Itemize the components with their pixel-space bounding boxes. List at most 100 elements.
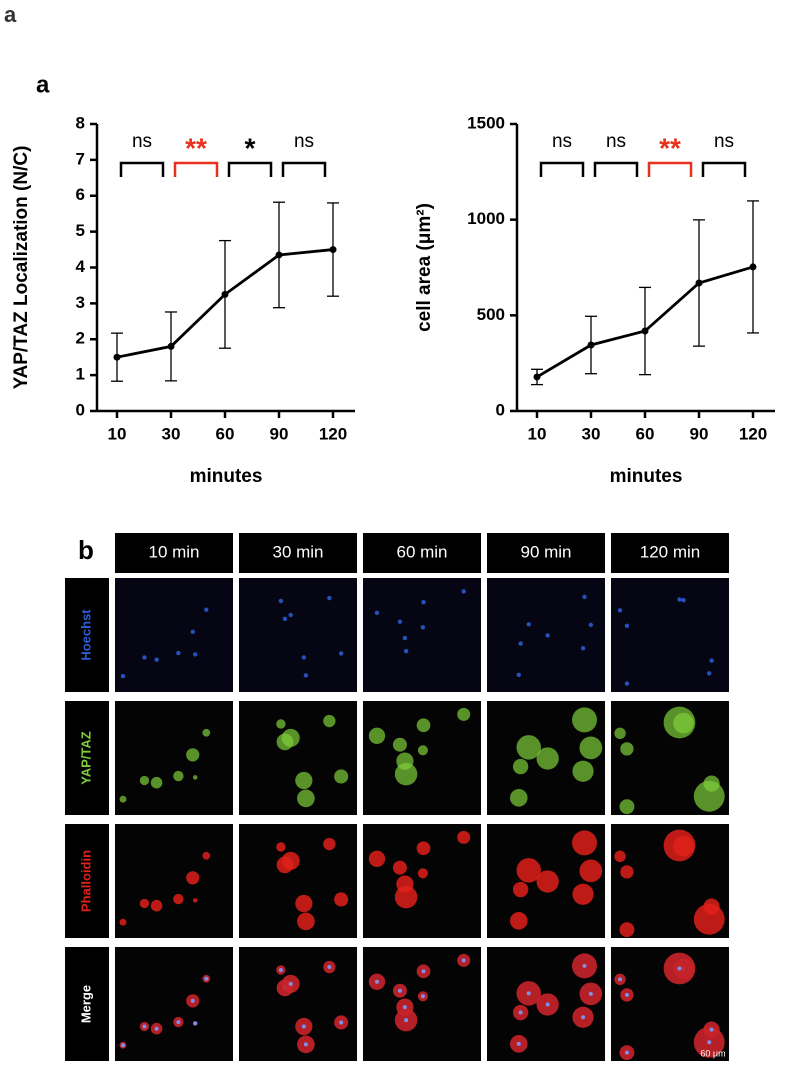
cell	[619, 799, 635, 815]
cell	[295, 771, 313, 790]
nucleus	[518, 1010, 523, 1015]
row-header-label: Hoechst	[78, 609, 93, 661]
cell	[402, 635, 408, 641]
significance-bracket	[701, 161, 747, 177]
cell	[403, 648, 409, 654]
row-header-label: Phalloidin	[78, 850, 93, 912]
y-tick-label: 0	[76, 400, 85, 419]
micrograph	[115, 701, 233, 815]
cell	[421, 600, 426, 605]
nucleus	[624, 992, 629, 997]
x-tick-label: 90	[690, 424, 709, 443]
cell	[416, 718, 431, 733]
y-axis-label: YAP/TAZ Localization (N/C)	[11, 146, 32, 390]
cell	[394, 762, 418, 786]
cell	[509, 789, 528, 807]
row-header	[65, 578, 109, 692]
point	[641, 327, 649, 335]
cell	[142, 655, 147, 660]
point	[113, 353, 121, 361]
y-tick-label: 0	[496, 400, 505, 419]
cell	[582, 594, 587, 600]
point	[695, 279, 703, 287]
y-tick-label: 500	[477, 305, 505, 324]
column-header	[239, 533, 357, 573]
column-header	[115, 533, 233, 573]
y-tick-label: 2	[76, 329, 85, 348]
cell	[281, 728, 300, 747]
micrograph	[115, 824, 233, 938]
nucleus	[193, 1021, 198, 1026]
cell	[572, 760, 594, 782]
nucleus	[420, 994, 425, 999]
x-axis-label: minutes	[610, 466, 683, 487]
x-tick-label: 30	[162, 424, 181, 443]
nucleus	[121, 1043, 126, 1048]
cell	[516, 735, 541, 760]
nucleus	[397, 988, 402, 993]
column-header-label: 90 min	[520, 542, 571, 561]
cell	[327, 595, 332, 601]
x-tick-label: 60	[216, 424, 235, 443]
cell	[334, 769, 349, 784]
nucleus	[190, 998, 195, 1003]
cell	[614, 727, 626, 740]
column-header	[363, 533, 481, 573]
nucleus	[461, 958, 466, 963]
cell	[150, 776, 163, 789]
cell	[663, 829, 696, 862]
column-header-label: 120 min	[640, 542, 700, 561]
cell	[518, 641, 523, 646]
y-tick-label: 1	[76, 365, 85, 384]
cell	[580, 646, 586, 651]
nucleus	[582, 963, 587, 968]
nucleus	[402, 1005, 407, 1010]
significance-label: *	[245, 132, 256, 163]
cell	[154, 657, 159, 662]
cell	[120, 674, 126, 679]
point	[167, 342, 175, 350]
cell	[334, 892, 349, 907]
cell	[176, 650, 181, 656]
cell	[150, 899, 163, 912]
cell	[204, 607, 209, 612]
panel-label: a	[36, 71, 50, 98]
x-axis-label: minutes	[190, 466, 263, 487]
cell	[572, 707, 598, 733]
cell	[397, 619, 403, 624]
significance-bracket	[227, 161, 273, 177]
point	[329, 246, 337, 254]
cell	[703, 775, 720, 792]
point	[587, 341, 595, 349]
significance-label: ns	[714, 131, 734, 152]
significance-bracket	[539, 161, 585, 177]
row-header-label: YAP/TAZ	[78, 731, 93, 785]
x-tick-label: 90	[270, 424, 289, 443]
cell	[703, 898, 720, 915]
column-header-label: 10 min	[148, 542, 199, 561]
nucleus	[624, 1050, 629, 1055]
nucleus	[142, 1024, 147, 1029]
cell	[512, 758, 529, 775]
cell	[282, 616, 288, 622]
column-header	[611, 533, 729, 573]
cell	[392, 860, 407, 875]
row-header-label: Merge	[78, 985, 93, 1023]
nucleus	[374, 979, 379, 984]
nucleus	[278, 967, 283, 972]
cell	[192, 775, 198, 780]
cell	[368, 850, 386, 867]
cell	[579, 859, 603, 883]
row-header	[65, 947, 109, 1061]
cell	[619, 922, 635, 938]
cell	[173, 893, 184, 905]
nucleus	[545, 1002, 550, 1007]
cell	[516, 858, 541, 883]
cell	[186, 871, 200, 885]
nucleus	[176, 1020, 181, 1025]
nucleus	[327, 965, 332, 970]
x-tick-label: 10	[528, 424, 547, 443]
cell	[202, 851, 211, 860]
nucleus	[581, 1015, 586, 1020]
cell	[278, 598, 284, 604]
